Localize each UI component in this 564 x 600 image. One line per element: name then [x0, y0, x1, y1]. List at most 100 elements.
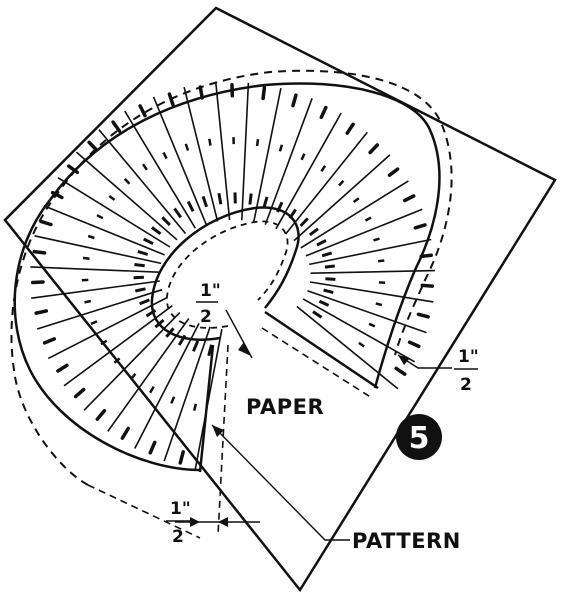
paper-label: PAPER [246, 395, 324, 419]
outer-fraction-denominator: 2 [460, 375, 472, 395]
tack-mark [262, 196, 269, 208]
pin-mark [178, 450, 185, 465]
tack-mark [375, 302, 383, 307]
tack-mark [207, 344, 214, 357]
leader-outer-arrow [398, 355, 410, 365]
segment-line [302, 298, 415, 363]
pin-mark [42, 337, 57, 345]
tack-mark [217, 193, 223, 205]
pattern-segments [30, 82, 435, 470]
seam-edge-right [264, 310, 379, 390]
tack-mark [170, 396, 176, 404]
segment-line [152, 96, 207, 225]
tack-mark [130, 373, 137, 380]
tack-mark [108, 194, 116, 201]
pin-mark [420, 283, 435, 288]
pin-mark [345, 122, 355, 135]
segment-line [183, 87, 219, 222]
inner-fraction-denominator: 2 [200, 307, 212, 327]
segment-line [57, 177, 171, 248]
bottom-fraction-numerator: 1" [170, 499, 191, 519]
segment-line [309, 238, 432, 266]
segment-line [98, 129, 187, 235]
tack-mark [162, 151, 168, 160]
tack-mark [149, 386, 155, 394]
tack-mark [208, 138, 212, 146]
inner-seam-line [166, 220, 289, 329]
pin-mark [419, 253, 433, 259]
pin-mark [30, 280, 45, 285]
pin-mark [387, 167, 400, 177]
dim-arrow-right [218, 517, 228, 527]
segment-line [31, 280, 160, 299]
segment-line [296, 305, 399, 390]
segment-line [75, 151, 178, 241]
tack-mark [312, 310, 323, 319]
segment-line [284, 131, 368, 235]
inner-hole-edge [150, 206, 300, 341]
pin-mark [120, 426, 130, 440]
segment-line [163, 326, 211, 462]
outer-fraction-numerator: 1" [458, 347, 479, 367]
pin-mark [416, 312, 430, 319]
dim-arrow-left [190, 517, 200, 527]
leader-pattern [211, 424, 350, 541]
tack-mark [113, 357, 121, 364]
segment-line [83, 312, 181, 411]
segment-line [300, 180, 409, 249]
pin-mark [413, 223, 427, 230]
tack-mark [373, 237, 380, 242]
tack-mark [299, 217, 309, 227]
pin-mark [394, 366, 407, 376]
tack-mark [173, 207, 183, 219]
tack-mark [338, 179, 345, 187]
segment-line [124, 110, 196, 229]
tack-mark [278, 144, 284, 152]
pin-mark [198, 85, 204, 100]
pin-mark [67, 164, 80, 175]
tack-mark [201, 195, 209, 208]
segment-line [310, 269, 435, 274]
segment-line [241, 82, 250, 221]
paper-sheet [3, 6, 557, 593]
tack-mark [134, 263, 145, 268]
segment-line [34, 235, 162, 265]
pin-mark [95, 408, 107, 421]
pin-mark [148, 440, 157, 455]
pin-mark [34, 309, 49, 315]
segment-line [30, 266, 160, 273]
tack-mark [139, 298, 150, 306]
segment-line [264, 98, 313, 225]
segment-line [309, 281, 434, 303]
tack-mark [87, 234, 95, 240]
tack-mark [255, 139, 260, 147]
outer-seam-line [10, 69, 453, 486]
tack-mark [151, 226, 162, 236]
tack-mark [143, 237, 154, 246]
pin-mark [402, 194, 416, 203]
segment-line [134, 323, 200, 449]
tack-mark [364, 216, 372, 222]
tack-mark [358, 341, 365, 348]
leader-pattern-arrow [212, 425, 224, 437]
dim-arrow-inner [238, 342, 251, 356]
tack-mark [192, 403, 198, 412]
pin-mark [407, 340, 421, 349]
tack-mark [186, 200, 195, 212]
pin-mark [138, 104, 147, 118]
seam-dashed-bottom [87, 484, 201, 539]
tack-mark [248, 193, 253, 205]
seam-dashed-right [261, 327, 373, 399]
tack-mark [82, 256, 90, 260]
pin-mark [39, 219, 53, 227]
tack-mark [184, 143, 190, 151]
tack-mark [134, 287, 146, 293]
tack-mark [368, 322, 376, 328]
pattern-label: PATTERN [352, 529, 461, 553]
segment-line [307, 289, 427, 334]
seam-dashed-left [217, 344, 229, 536]
pin-mark [261, 85, 267, 101]
tack-mark [90, 320, 98, 326]
tack-mark [133, 275, 144, 280]
